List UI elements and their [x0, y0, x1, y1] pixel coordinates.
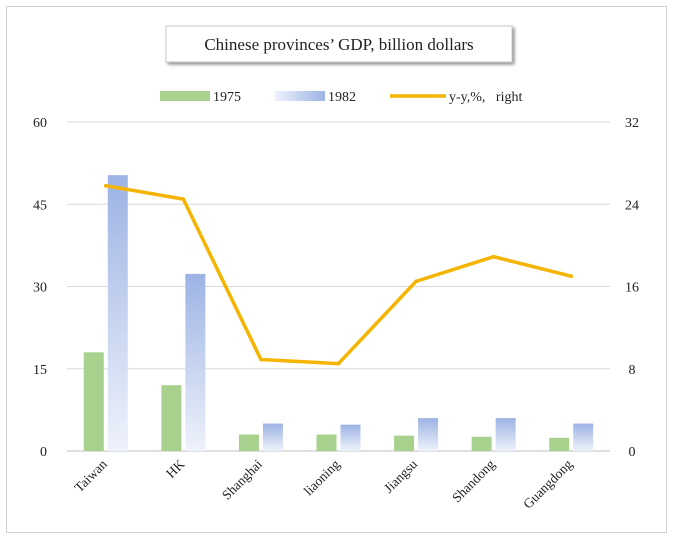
- bar-1975: [161, 385, 182, 451]
- category-label: Guangdong: [520, 456, 575, 511]
- line-yy-point: [181, 197, 186, 201]
- right-axis-tick-label: 32: [625, 116, 639, 131]
- line-yy-point: [103, 183, 108, 188]
- legend-label-1975: 1975: [213, 90, 241, 105]
- line-yy-point: [491, 254, 496, 259]
- right-axis-tick-label: 24: [625, 198, 639, 213]
- line-yy-point: [414, 279, 418, 284]
- legend-label-1982: 1982: [328, 90, 356, 105]
- chart-title-box: [165, 25, 513, 63]
- left-axis-tick-label: 0: [40, 445, 47, 460]
- category-label: Shandong: [449, 456, 498, 505]
- left-axis-tick-label: 60: [33, 116, 47, 131]
- chart-title: Chinese provinces’ GDP, billion dollars: [204, 35, 473, 54]
- bar-1982: [185, 273, 206, 451]
- bar-1982: [495, 418, 516, 451]
- bar-1982: [107, 175, 128, 451]
- right-axis-tick-label: 0: [629, 445, 636, 460]
- legend-swatch-1982: [275, 91, 325, 101]
- line-yy-point: [569, 274, 574, 279]
- bar-1975: [83, 352, 104, 451]
- category-label: Taiwan: [71, 456, 110, 495]
- category-label: liaoning: [301, 456, 343, 498]
- left-axis-tick-label: 30: [33, 281, 47, 296]
- bar-1975: [394, 435, 415, 451]
- bar-1975: [549, 437, 570, 451]
- bar-1975: [316, 434, 337, 451]
- left-axis-tick-label: 15: [33, 363, 47, 378]
- line-yy-point: [259, 357, 263, 362]
- legend-label-yy: y-y,%, right: [449, 90, 522, 105]
- category-label: HK: [163, 456, 188, 481]
- left-axis-tick-label: 45: [33, 198, 47, 213]
- bar-1982: [340, 424, 361, 451]
- right-axis-tick-label: 16: [625, 281, 639, 296]
- legend-swatch-1975: [160, 91, 210, 101]
- right-axis-tick-label: 8: [629, 363, 636, 378]
- bar-1982: [573, 423, 594, 451]
- bar-1982: [418, 418, 439, 451]
- category-label: Shanghai: [219, 456, 265, 502]
- line-yy: [104, 183, 573, 366]
- category-label: Jiangsu: [381, 456, 420, 495]
- bar-1975: [471, 436, 492, 451]
- line-yy-point: [336, 361, 341, 366]
- bar-1982: [262, 423, 283, 451]
- bar-1975: [238, 434, 259, 451]
